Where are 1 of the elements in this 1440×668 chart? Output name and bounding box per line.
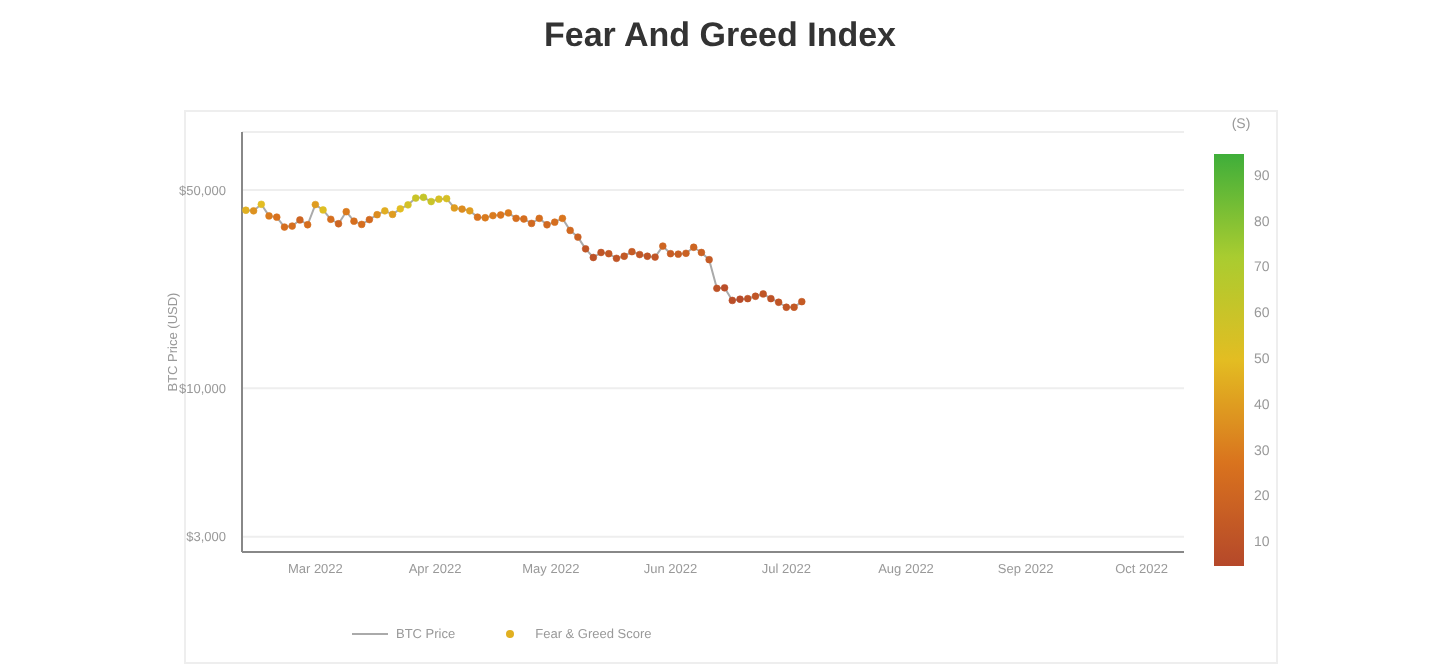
chart-title: Fear And Greed Index [541, 16, 899, 56]
